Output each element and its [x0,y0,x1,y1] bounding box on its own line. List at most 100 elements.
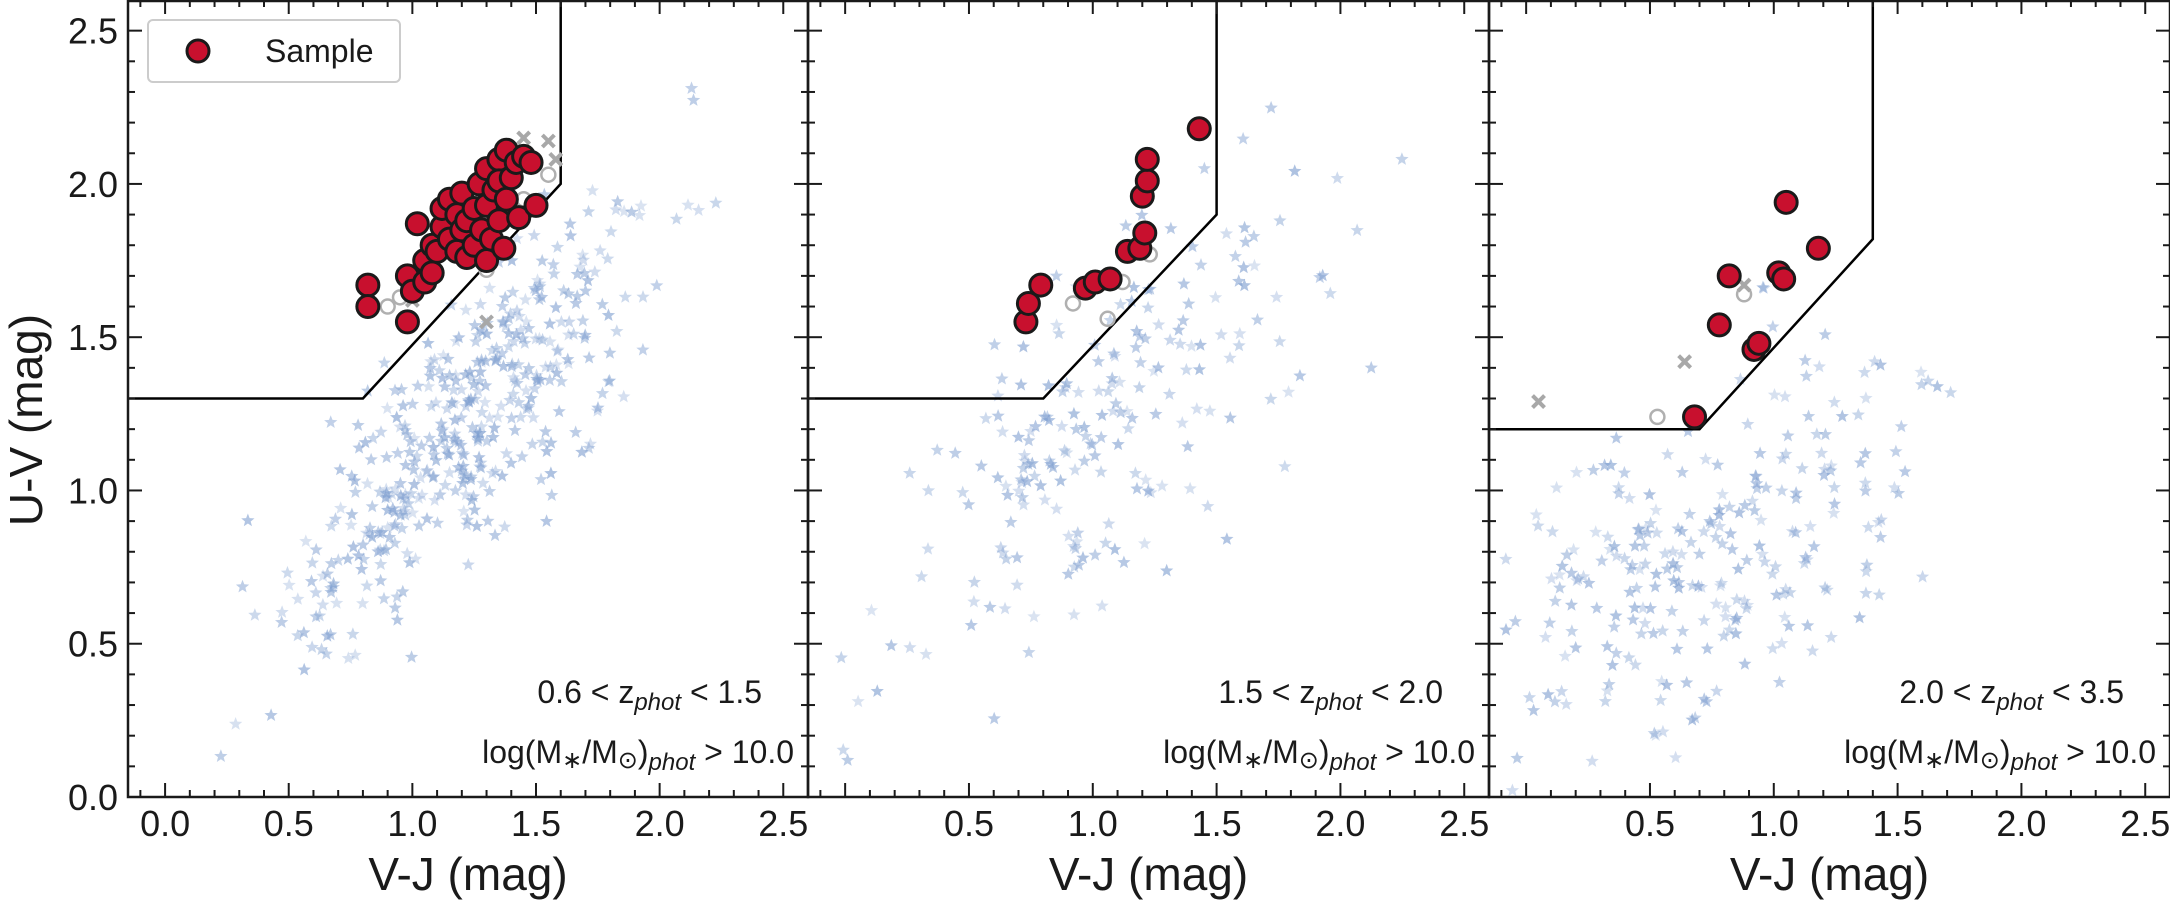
field-star-point [562,356,576,370]
field-star-point [1798,353,1812,367]
field-star-point [535,290,549,303]
field-star-point [1699,452,1713,465]
field-star-point [1654,693,1668,707]
field-star-point [420,463,434,476]
field-star-point [404,486,418,500]
field-star-point [470,355,484,368]
field-star-point [388,601,402,614]
field-star-point [1800,618,1815,632]
field-star-point [407,454,422,468]
field-star-point [505,359,519,373]
field-star-point [524,391,538,405]
field-star-point [1738,498,1752,512]
field-star-point [681,198,695,211]
field-star-point [456,466,470,480]
field-star-point [297,625,311,639]
field-star-point [428,493,442,506]
field-star-point [1105,371,1119,384]
field-star-point [387,505,402,518]
field-star-point [1049,318,1064,331]
field-star-point [1725,542,1739,556]
field-star-point [1060,445,1074,459]
field-star-point [1661,447,1675,461]
field-star-point [403,445,417,458]
field-star-point [462,395,476,408]
field-star-point [459,367,473,381]
field-star-point [421,336,435,349]
field-star-point [390,410,404,424]
field-star-point [1697,613,1711,627]
field-star-point [510,303,524,317]
mass-mid: /M [1944,734,1980,770]
x-tick-label: 2.5 [2120,803,2170,844]
field-star-point [636,342,650,356]
field-star-point [1630,581,1644,594]
mass-sun: ⊙ [618,747,638,774]
field-star-point [1766,319,1780,333]
field-star-point [508,423,522,437]
field-star-point [1555,684,1569,698]
field-star-point [1281,385,1296,398]
field-star-point [1350,223,1364,237]
field-star-point [610,324,624,337]
field-star-point [429,395,443,409]
field-star-point [1505,783,1520,797]
field-star-point [1691,579,1706,592]
field-star-point [1775,636,1789,650]
field-star-point [1921,374,1935,387]
field-star-point [1071,526,1085,539]
field-star-point [405,505,420,519]
field-star-point [1767,388,1782,401]
field-star-point [1730,611,1744,624]
field-star-point [1741,417,1755,430]
field-star-point [1753,446,1767,460]
field-star-point [549,357,563,371]
field-star-point [903,466,917,479]
field-star-point [495,469,509,482]
x-axis: 0.5 1.0 1.5 2.0 2.5 [1500,0,2170,844]
field-star-point [229,717,243,730]
field-star-point [404,434,418,448]
field-star-point [1740,553,1754,567]
field-star-point [1710,684,1724,697]
field-star-point [374,557,388,570]
field-star-point [407,477,421,491]
field-star-point [1915,569,1930,583]
field-star-point [573,260,587,273]
field-star-point [419,464,434,478]
y-tick-label: 0.5 [68,624,118,665]
field-star-point [551,342,565,356]
field-star-point [1745,494,1760,507]
y-tick-label: 2.5 [68,11,118,52]
field-star-point [1827,497,1842,510]
field-star-point [617,389,631,403]
field-star-point [1755,547,1770,560]
field-star-point [502,326,516,340]
field-star-point [469,334,483,348]
field-star-point [356,537,370,551]
field-star-point [1247,258,1262,272]
field-star-point [570,289,584,302]
redshift-suffix: < 2.0 [1362,674,1443,710]
field-star-point [1622,491,1637,505]
field-star-point [449,373,463,387]
field-star-point [1526,703,1541,717]
field-star-point [1214,327,1228,341]
field-star-point [441,352,455,365]
field-star-point [451,460,466,474]
field-star-point [578,331,592,344]
field-star-point [1022,645,1036,659]
mass-subscript: phot [2010,749,2059,776]
field-star-point [1723,526,1738,540]
field-star-point [1055,419,1069,433]
field-star-point [709,196,723,209]
field-star-point [1034,478,1048,492]
field-star-point [395,521,409,535]
field-star-point [324,581,338,594]
field-star-point [956,485,970,499]
field-star-point [379,486,394,500]
field-galaxies [214,81,723,762]
field-star-point [375,525,389,539]
sample-point [1097,266,1123,292]
x-axis: 0.5 1.0 1.5 2.0 2.5 [819,0,1490,844]
